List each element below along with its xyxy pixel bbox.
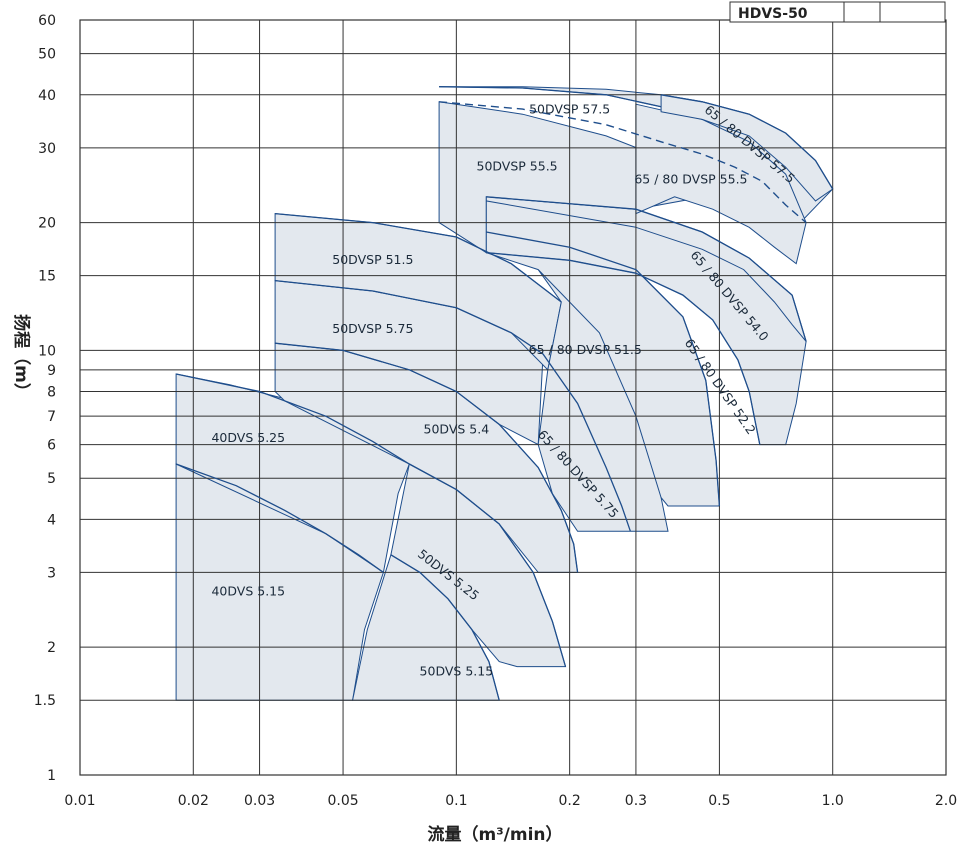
x-tick-label: 2.0 — [935, 793, 957, 809]
performance-curve — [390, 554, 500, 701]
y-tick-label: 2 — [47, 640, 56, 656]
y-tick-label: 15 — [38, 269, 56, 285]
x-tick-label: 0.03 — [244, 793, 275, 809]
y-tick-label: 30 — [38, 141, 56, 157]
x-tick-label: 0.1 — [445, 793, 467, 809]
x-axis-title: 流量（m³/min） — [427, 824, 562, 845]
y-tick-label: 10 — [38, 343, 56, 359]
x-tick-label: 1.0 — [822, 793, 844, 809]
performance-curve — [175, 373, 410, 465]
region-label: 50DVSP 55.5 — [477, 159, 558, 174]
performance-curve — [275, 212, 562, 303]
region-label: 40DVS 5.15 — [211, 583, 285, 598]
y-tick-label: 1.5 — [34, 693, 56, 709]
performance-curve — [439, 86, 662, 108]
y-tick-label: 7 — [47, 409, 56, 425]
plot-frame — [79, 19, 947, 776]
performance-curve — [660, 94, 834, 190]
y-tick-label: 6 — [47, 438, 56, 454]
y-tick-label: 4 — [47, 512, 56, 528]
y-tick-label: 8 — [47, 385, 56, 401]
axis-ticks: 0.01 0.02 0.03 0.05 0.1 0.2 0.3 0.5 1.0 2.0 1 1.5 2 3… — [34, 13, 957, 809]
x-tick-label: 0.05 — [327, 793, 358, 809]
y-tick-label: 40 — [38, 88, 56, 104]
region-label: 50DVS 5.4 — [424, 421, 490, 436]
region-label: 50DVSP 51.5 — [332, 252, 413, 267]
model-box-frame — [729, 1, 946, 23]
y-tick-label: 3 — [47, 565, 56, 581]
region-label: 40DVS 5.25 — [211, 430, 285, 445]
performance-curve — [275, 279, 632, 532]
y-axis-title: 扬程（m） — [11, 314, 32, 400]
x-tick-label: 0.01 — [64, 793, 95, 809]
region-label: 50DVS 5.15 — [420, 663, 494, 678]
grid — [79, 19, 947, 776]
performance-curve — [175, 463, 384, 573]
model-label: HDVS-50 — [738, 6, 808, 22]
region-label: 65 / 80 DVSP 51.5 — [529, 342, 642, 357]
y-tick-label: 20 — [38, 216, 56, 232]
region-label: 50DVSP 5.75 — [332, 321, 413, 336]
performance-curve — [486, 251, 761, 445]
region-65-80-dvsp-55-5 — [635, 103, 807, 265]
y-tick-label: 60 — [38, 13, 56, 29]
region-label: 65 / 80 DVSP 55.5 — [634, 171, 747, 186]
y-tick-label: 9 — [47, 363, 56, 379]
x-tick-label: 0.5 — [708, 793, 730, 809]
x-tick-label: 0.2 — [559, 793, 581, 809]
y-tick-label: 1 — [47, 768, 56, 784]
x-tick-label: 0.02 — [178, 793, 209, 809]
performance-curve — [486, 196, 807, 342]
y-tick-label: 5 — [47, 471, 56, 487]
performance-curves — [175, 86, 834, 701]
performance-curve — [486, 231, 721, 507]
performance-curve — [408, 463, 567, 667]
performance-curve-dashed — [439, 101, 807, 224]
region-label: 50DVSP 57.5 — [529, 102, 610, 117]
model-box: HDVS-50 — [729, 1, 946, 23]
x-tick-label: 0.3 — [625, 793, 647, 809]
y-tick-label: 50 — [38, 47, 56, 63]
performance-curve — [275, 342, 579, 573]
